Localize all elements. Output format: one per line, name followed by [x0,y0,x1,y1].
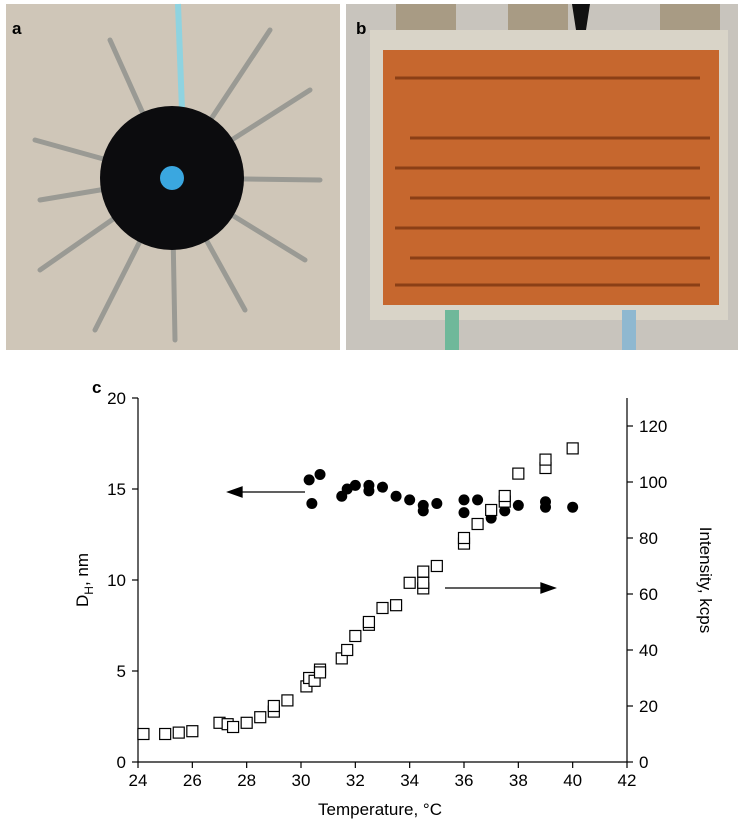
point [485,503,498,517]
panel-label: a [12,19,22,38]
point [403,576,416,589]
y-axis-label-part: D [73,595,92,607]
point [417,576,430,589]
point [341,643,354,657]
y-tick-label: 10 [107,571,126,590]
y2-axis-label: Intensity, kcps [696,527,715,633]
point [430,559,443,573]
point [186,725,199,738]
point [254,711,267,724]
point [471,517,484,531]
point [404,494,416,506]
y2-tick-label: 20 [639,697,658,716]
x-tick-label: 38 [509,771,528,790]
arrow [226,486,557,594]
point [512,499,524,511]
point [376,601,389,615]
point [539,453,552,466]
y-axis-label: DH, nm [73,553,96,607]
point [458,494,470,506]
x-tick-label: 30 [292,771,311,790]
point [390,490,402,502]
photo-b [346,4,738,350]
y2-tick-label: 120 [639,417,667,436]
y-axis-label-part: H [82,586,96,595]
point [458,507,470,519]
x-axis-label: Temperature, °C [318,800,442,819]
y2-tick-label: 80 [639,529,658,548]
point [172,726,185,739]
y-tick-label: 15 [107,480,126,499]
point [349,479,361,491]
point [417,565,430,578]
point [362,615,376,629]
point [281,694,294,707]
x-tick-label: 24 [129,771,148,790]
photo-a [6,3,340,350]
point [566,442,579,455]
point [540,501,551,513]
point [267,699,280,713]
x-tick-label: 26 [183,771,202,790]
y-tick-label: 20 [107,389,126,408]
x-tick-label: 36 [455,771,474,790]
point [313,666,327,679]
y2-tick-label: 100 [639,473,667,492]
point [303,474,315,486]
point [159,727,172,741]
x-tick-label: 34 [400,771,419,790]
y-tick-label: 0 [117,753,126,772]
point [240,716,253,729]
point [472,494,484,506]
point [512,467,525,480]
panel-label: b [356,19,366,38]
x-tick-label: 32 [346,771,365,790]
y2-tick-label: 40 [639,641,658,660]
point [363,485,375,497]
point [314,468,326,480]
point [137,727,150,741]
x-tick-label: 28 [237,771,256,790]
point [349,629,362,643]
y-axis-label-part: , nm [73,553,92,586]
x-tick-label: 42 [618,771,637,790]
y2-tick-label: 0 [639,753,648,772]
panel-label: c [92,378,101,397]
point [431,498,443,510]
point [498,489,511,503]
point [306,498,318,510]
point [226,720,240,734]
point [417,505,429,517]
point [389,599,403,612]
point [499,505,511,517]
point [457,531,471,545]
point [567,501,579,513]
y-tick-label: 5 [117,662,126,681]
x-tick-label: 40 [563,771,582,790]
point [377,481,388,493]
y2-tick-label: 60 [639,585,658,604]
